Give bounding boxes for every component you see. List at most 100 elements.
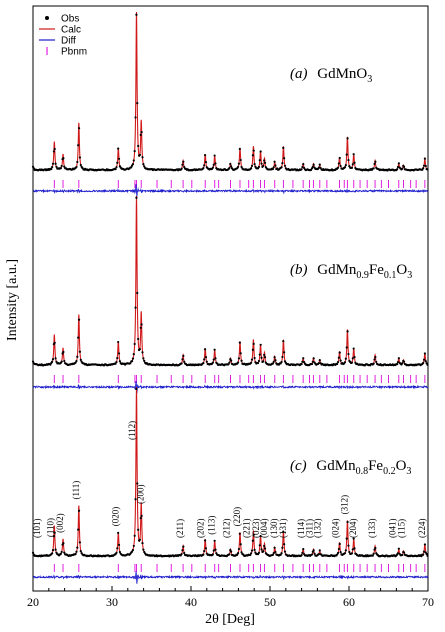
obs-point (52, 534, 55, 538)
obs-point (182, 354, 185, 357)
obs-point (203, 358, 206, 361)
obs-point (180, 362, 183, 365)
obs-point (55, 165, 58, 168)
hkl-label: (112) (127, 421, 137, 440)
formula-text: GdMnO (317, 66, 367, 82)
obs-point (203, 348, 207, 351)
obs-point (272, 552, 275, 555)
formula-subscript: 3 (367, 74, 372, 85)
obs-point (182, 545, 185, 548)
obs-point (338, 351, 341, 354)
obs-point (203, 164, 206, 167)
obs-point (182, 160, 185, 163)
obs-point (238, 147, 241, 151)
obs-point (62, 157, 65, 160)
hkl-label: (041) (388, 519, 398, 539)
obs-point (345, 346, 348, 349)
formula-text: GdMn (316, 458, 356, 474)
obs-point (213, 348, 216, 351)
obs-point (351, 548, 354, 551)
obs-point (202, 361, 205, 365)
obs-point (336, 551, 340, 555)
obs-point (252, 149, 255, 152)
obs-point (312, 357, 315, 360)
obs-point (422, 358, 426, 361)
panel-tag: (a) (290, 66, 308, 82)
obs-point (396, 552, 400, 555)
obs-point (339, 359, 342, 362)
obs-point (132, 353, 135, 356)
obs-point (136, 291, 139, 295)
hkl-label: (212) (222, 519, 232, 539)
obs-point (51, 162, 55, 165)
obs-point (351, 163, 354, 166)
obs-point (77, 144, 80, 147)
obs-point (116, 547, 119, 550)
hkl-label: (224) (417, 519, 427, 539)
obs-point (258, 353, 261, 356)
obs-point (77, 509, 81, 512)
obs-point (374, 355, 377, 359)
hkl-label: (311) (305, 519, 315, 538)
obs-point (263, 353, 266, 357)
obs-point (283, 543, 286, 546)
obs-point (401, 362, 404, 365)
obs-point (402, 551, 406, 554)
obs-point (260, 548, 263, 551)
obs-point (138, 538, 141, 541)
hkl-label: (131) (278, 519, 288, 539)
obs-point (257, 165, 261, 168)
obs-point (273, 546, 276, 549)
obs-point (337, 162, 340, 165)
x-tick-label: 50 (264, 595, 276, 609)
obs-point (373, 358, 376, 361)
obs-point (339, 164, 342, 168)
obs-point (137, 528, 140, 531)
obs-point (139, 326, 142, 329)
formula-text: GdMn (317, 262, 357, 278)
obs-point (262, 164, 265, 167)
obs-point (282, 146, 285, 149)
obs-point (131, 548, 135, 552)
obs-point (426, 363, 429, 366)
obs-point (211, 166, 214, 169)
obs-point (237, 162, 241, 165)
obs-point (424, 360, 427, 363)
panel-label: (a) GdMnO3 (290, 66, 372, 85)
hkl-label: (202) (196, 519, 206, 539)
obs-point (422, 167, 425, 170)
obs-point (373, 548, 376, 551)
obs-point (259, 150, 262, 153)
obs-point (313, 552, 316, 555)
obs-point (250, 552, 253, 555)
obs-point (347, 352, 350, 356)
obs-point (116, 161, 119, 164)
hkl-label: (220) (232, 507, 242, 527)
obs-point (53, 531, 56, 534)
obs-point (350, 552, 354, 555)
obs-point (132, 544, 135, 548)
obs-point (263, 547, 267, 550)
obs-point (260, 162, 263, 165)
obs-point (74, 361, 77, 364)
obs-point (115, 166, 118, 169)
obs-point (183, 360, 186, 363)
obs-point (251, 154, 254, 157)
obs-point (238, 532, 241, 535)
obs-point (52, 150, 55, 153)
obs-point (60, 550, 63, 554)
obs-point (237, 547, 241, 551)
obs-point (251, 348, 254, 351)
obs-point (350, 361, 354, 364)
x-tick-label: 60 (343, 595, 355, 609)
panel-label: (b) GdMn0.9Fe0.1O3 (290, 262, 412, 281)
obs-point (301, 165, 304, 169)
obs-point (115, 360, 118, 364)
formula-text: Fe (368, 458, 383, 474)
obs-point (60, 360, 63, 363)
obs-point (118, 550, 121, 554)
obs-point (252, 342, 255, 346)
obs-point (236, 553, 239, 556)
obs-point (310, 553, 314, 556)
